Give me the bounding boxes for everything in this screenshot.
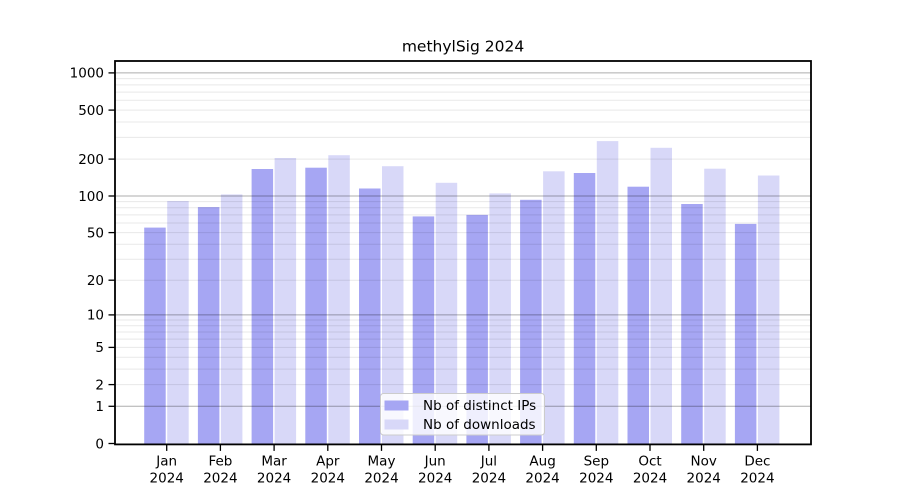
x-tick-label-month: Oct	[638, 454, 661, 470]
x-tick-label-year: 2024	[311, 471, 345, 487]
bar-downloads-aug	[543, 171, 565, 445]
plot-box	[114, 60, 812, 446]
legend-label-ips: Nb of distinct IPs	[423, 398, 536, 414]
x-tick-label-year: 2024	[364, 471, 398, 487]
x-tick-label-year: 2024	[687, 471, 721, 487]
bar-ips-apr	[305, 167, 327, 445]
x-tick-label-month: Mar	[261, 454, 287, 470]
bar-downloads-jul	[489, 193, 511, 445]
legend-label-downloads: Nb of downloads	[423, 417, 536, 433]
bar-downloads-apr	[328, 155, 350, 445]
bar-ips-dec	[734, 223, 757, 445]
bar-ips-feb	[197, 207, 220, 445]
x-tick-label-year: 2024	[418, 471, 452, 487]
x-tick-label-month: Apr	[316, 454, 340, 470]
bar-ips-jul	[466, 214, 488, 445]
bar-downloads-feb	[220, 194, 243, 445]
y-tick-label: 500	[78, 103, 104, 119]
bar-ips-nov	[681, 204, 703, 445]
bar-ips-jan	[144, 227, 166, 445]
legend-swatch-downloads	[384, 419, 409, 430]
x-tick-label-year: 2024	[150, 471, 184, 487]
bar-downloads-may	[382, 166, 404, 445]
x-tick-label-year: 2024	[257, 471, 291, 487]
bars-layer	[144, 141, 780, 445]
y-tick-label: 50	[87, 225, 104, 241]
bar-ips-mar	[251, 169, 274, 445]
bar-ips-jun	[412, 216, 435, 445]
x-axis: Jan2024Feb2024Mar2024Apr2024May2024Jun20…	[150, 444, 775, 487]
y-tick-label: 1000	[70, 66, 104, 82]
y-tick-label: 5	[95, 340, 104, 356]
x-tick-label-month: May	[368, 454, 396, 470]
x-tick-label-year: 2024	[633, 471, 667, 487]
y-tick-label: 100	[78, 189, 104, 205]
bar-ips-may	[359, 188, 381, 445]
bar-downloads-sep	[596, 141, 619, 445]
bar-downloads-oct	[650, 147, 672, 445]
bar-ips-oct	[627, 186, 649, 445]
bar-ips-sep	[573, 173, 596, 445]
x-tick-label-year: 2024	[472, 471, 506, 487]
grid-layer	[115, 72, 811, 407]
x-tick-label-month: Nov	[691, 454, 717, 470]
x-tick-label-year: 2024	[579, 471, 613, 487]
legend-swatch-ips	[384, 400, 409, 411]
legend-box	[380, 393, 545, 436]
x-tick-label-month: Dec	[744, 454, 770, 470]
bar-downloads-jan	[167, 201, 189, 445]
bar-ips-aug	[520, 199, 542, 445]
x-tick-label-month: Jun	[424, 454, 446, 470]
y-tick-label: 0	[95, 436, 104, 452]
x-tick-label-month: Jul	[480, 454, 497, 470]
x-tick-label-year: 2024	[525, 471, 559, 487]
bar-downloads-dec	[757, 175, 780, 445]
x-tick-label-month: Sep	[584, 454, 609, 470]
bar-downloads-mar	[274, 158, 297, 445]
y-tick-label: 20	[87, 273, 104, 289]
bar-downloads-nov	[704, 168, 726, 445]
y-tick-label: 200	[78, 152, 104, 168]
y-tick-label: 10	[87, 308, 104, 324]
x-tick-label-year: 2024	[203, 471, 237, 487]
x-tick-label-month: Aug	[529, 454, 555, 470]
chart-title: methylSig 2024	[402, 38, 524, 56]
bar-downloads-jun	[435, 182, 458, 445]
x-tick-label-month: Jan	[155, 454, 177, 470]
y-tick-label: 1	[95, 399, 104, 415]
x-tick-label-year: 2024	[740, 471, 774, 487]
y-tick-label: 2	[95, 377, 104, 393]
legend: Nb of distinct IPs Nb of downloads	[380, 393, 545, 436]
x-tick-label-month: Feb	[208, 454, 232, 470]
